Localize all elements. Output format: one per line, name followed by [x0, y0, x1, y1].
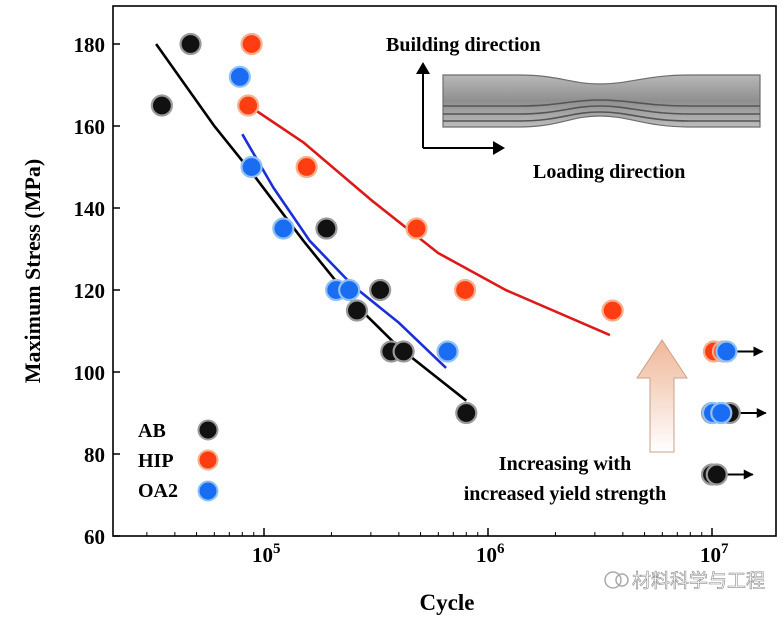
legend-label-hip: HIP	[138, 450, 174, 472]
loading-direction-label: Loading direction	[533, 161, 685, 183]
watermark-logo-icon	[615, 573, 629, 587]
point-ab	[392, 340, 415, 363]
x-tick-label: 106	[476, 541, 505, 567]
legend-marker-hip	[197, 449, 219, 471]
runout-point-oa2	[710, 401, 733, 425]
point-hip	[237, 94, 260, 117]
data-points	[150, 32, 624, 425]
x-tick-label: 107	[700, 541, 729, 567]
point-hip	[295, 155, 318, 179]
y-tick-label: 140	[74, 197, 106, 221]
specimen-layer-line	[443, 99, 760, 107]
dogbone-specimen	[442, 74, 761, 128]
point-hip	[601, 299, 624, 322]
point-ab	[345, 299, 369, 322]
point-ab	[179, 32, 202, 56]
runout-point-ab	[705, 463, 728, 486]
y-tick-label: 160	[74, 115, 106, 139]
axis-ticks: 60 80 100 120 140 160 180 105 106 107	[74, 33, 730, 567]
x-axis-label: Cycle	[420, 590, 475, 615]
plot-frame	[112, 5, 777, 537]
point-oa2	[228, 65, 251, 88]
point-oa2	[436, 340, 459, 363]
point-hip	[453, 278, 477, 302]
point-oa2	[272, 217, 295, 240]
arrow-caption-line1: Increasing with	[499, 453, 631, 475]
point-oa2	[240, 155, 263, 179]
fit-line-oa2	[241, 133, 447, 369]
specimen-layer-line	[443, 105, 760, 115]
legend: AB HIP OA2	[138, 419, 219, 502]
watermark-text: 材料科学与工程	[632, 570, 765, 592]
watermark-logo-icon	[604, 571, 622, 589]
legend-label-oa2: OA2	[138, 480, 178, 502]
specimen-inset: Building direction Loading direction	[386, 34, 761, 183]
point-hip	[240, 32, 263, 56]
legend-marker-oa2	[197, 480, 219, 502]
legend-marker-ab	[197, 419, 219, 441]
building-direction-arrowhead	[416, 62, 430, 74]
fit-line-hip	[241, 100, 611, 337]
y-axis-label: Maximum Stress (MPa)	[20, 159, 45, 383]
point-hip	[405, 217, 428, 240]
point-ab	[369, 278, 392, 302]
runout-markers	[700, 340, 767, 486]
runout-point-oa2	[715, 340, 738, 363]
y-tick-label: 180	[74, 33, 106, 57]
legend-label-ab: AB	[138, 420, 166, 442]
building-direction-label: Building direction	[386, 34, 541, 56]
specimen-layer-line	[443, 111, 760, 122]
y-tick-label: 60	[84, 525, 105, 549]
x-tick-label: 105	[252, 541, 281, 567]
watermark: 材料科学与工程	[604, 570, 765, 592]
y-tick-label: 80	[84, 443, 105, 467]
point-ab	[455, 401, 478, 425]
y-tick-label: 120	[74, 279, 106, 303]
increasing-strength-arrow	[636, 339, 688, 453]
point-ab	[315, 217, 338, 240]
point-oa2	[338, 278, 361, 302]
arrow-caption-line2: increased yield strength	[464, 483, 667, 505]
loading-direction-arrowhead	[493, 141, 505, 155]
point-ab	[150, 94, 173, 117]
y-tick-label: 100	[74, 361, 106, 385]
